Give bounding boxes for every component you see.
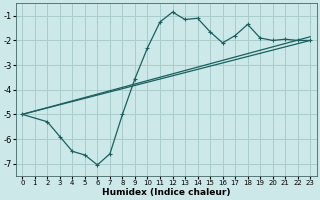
- X-axis label: Humidex (Indice chaleur): Humidex (Indice chaleur): [102, 188, 230, 197]
